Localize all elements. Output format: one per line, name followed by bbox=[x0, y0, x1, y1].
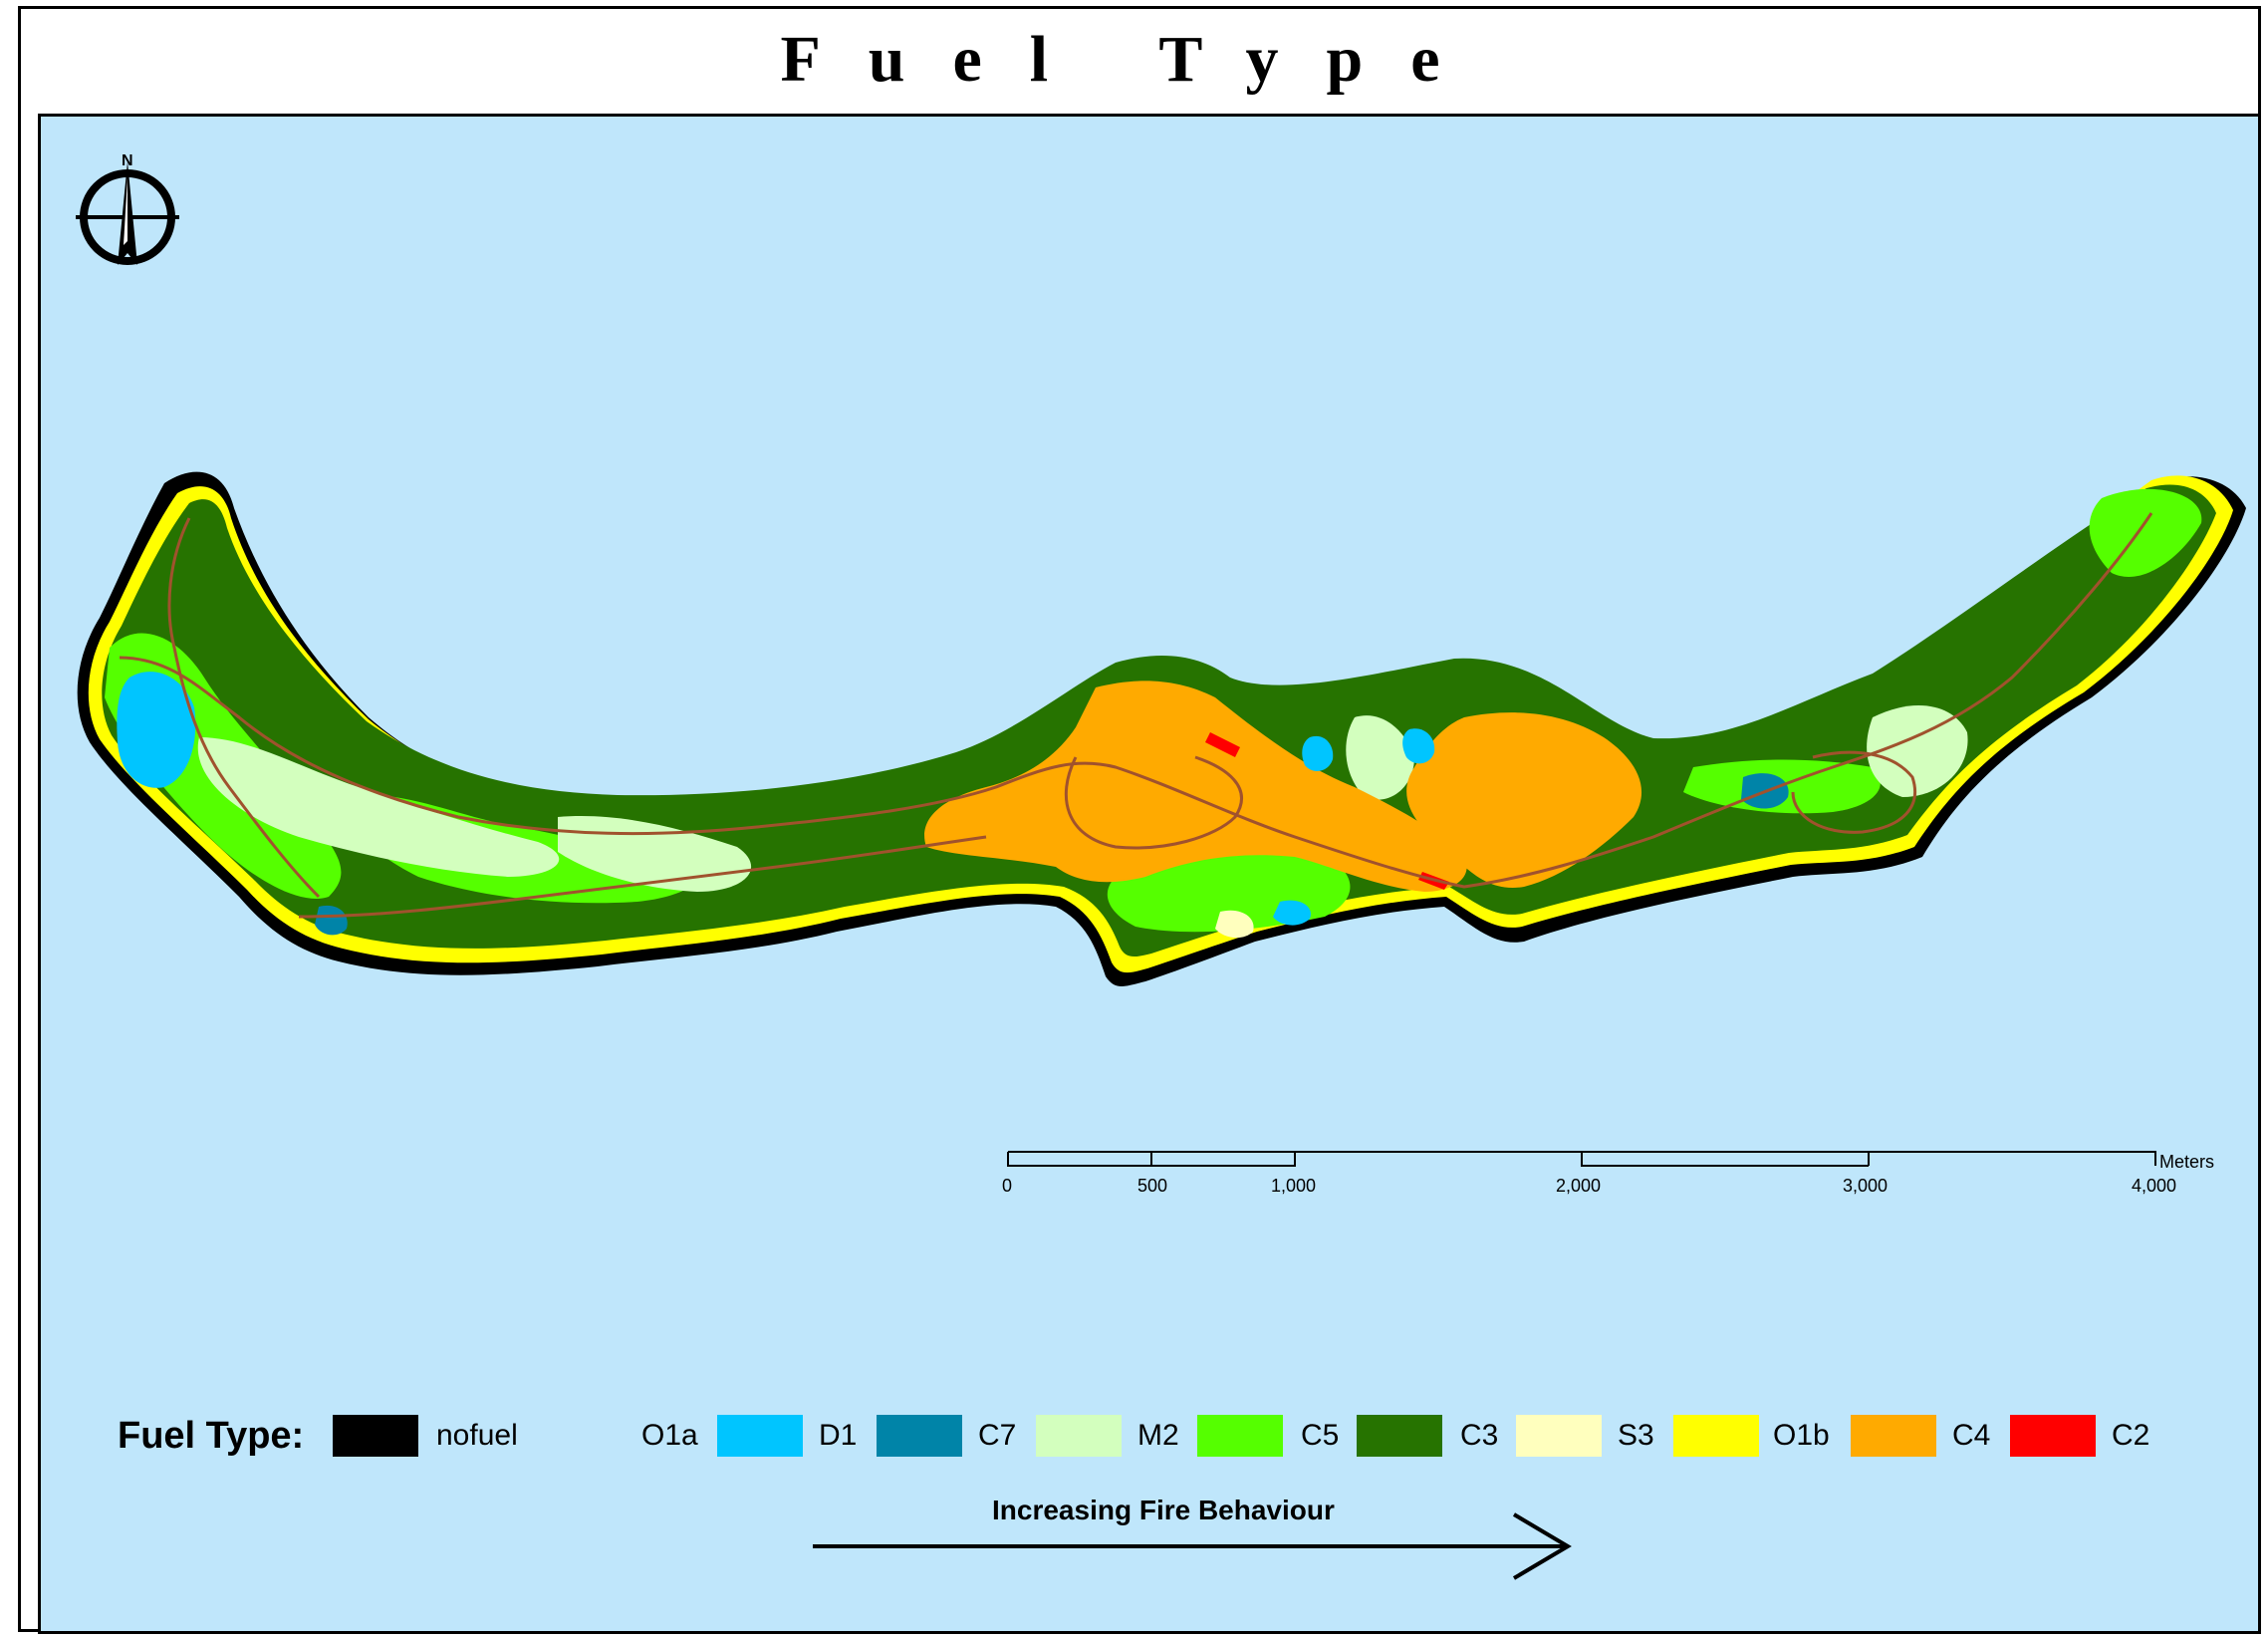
legend-swatch-c7 bbox=[1036, 1415, 1122, 1457]
pond-o1a-2 bbox=[1402, 728, 1435, 764]
road-west-loop bbox=[167, 517, 321, 899]
patch-c2-north bbox=[1205, 732, 1240, 757]
scale-tick-500: 500 bbox=[1137, 1176, 1168, 1196]
patch-m2-north bbox=[1346, 715, 1414, 800]
legend-swatch-c3 bbox=[1516, 1415, 1602, 1457]
scale-tick-3000: 3,000 bbox=[1843, 1176, 1889, 1196]
legend-label-o1a: O1a bbox=[641, 1419, 698, 1452]
fire-behaviour-label: Increasing Fire Behaviour bbox=[992, 1495, 1335, 1525]
patch-d1-west bbox=[315, 905, 348, 936]
legend-swatch-c4 bbox=[2010, 1415, 2096, 1457]
legend-label-c4: C4 bbox=[1952, 1419, 1991, 1452]
patch-orange-center bbox=[924, 681, 1467, 892]
road-center-loop bbox=[1064, 755, 1243, 850]
patch-c5-east bbox=[2089, 488, 2202, 577]
legend-title: Fuel Type: bbox=[118, 1415, 305, 1457]
legend-swatch-o1a bbox=[717, 1415, 803, 1457]
pond-o1a-west bbox=[117, 672, 196, 788]
patch-m2-mid bbox=[558, 816, 752, 892]
legend-swatch-nofuel bbox=[333, 1415, 418, 1457]
legend-swatch-m2 bbox=[1197, 1415, 1283, 1457]
legend-swatch-s3 bbox=[1673, 1415, 1759, 1457]
legend-label-s3: S3 bbox=[1618, 1419, 1654, 1452]
scale-tick-4000: 4,000 bbox=[2132, 1176, 2177, 1196]
scale-tick-0: 0 bbox=[1002, 1176, 1013, 1196]
road-main bbox=[119, 512, 2153, 889]
legend-label-c5: C5 bbox=[1301, 1419, 1340, 1452]
fire-behaviour-arrow-icon bbox=[813, 1512, 1572, 1580]
legend-label-d1: D1 bbox=[819, 1419, 858, 1452]
legend-label-m2: M2 bbox=[1137, 1419, 1179, 1452]
scale-bar bbox=[1007, 1151, 1900, 1167]
legend-swatch-d1 bbox=[877, 1415, 962, 1457]
scale-unit: Meters bbox=[2159, 1152, 2215, 1172]
pond-o1a-1 bbox=[1302, 735, 1334, 771]
legend-label-c2: C2 bbox=[2112, 1419, 2150, 1452]
north-arrow-icon: N bbox=[76, 152, 179, 265]
pond-o1a-3 bbox=[1273, 900, 1311, 926]
patch-s3-center bbox=[1215, 910, 1254, 939]
map-title: Fuel Type bbox=[780, 23, 1488, 96]
legend-swatch-c5 bbox=[1357, 1415, 1442, 1457]
legend-label-c7: C7 bbox=[978, 1419, 1017, 1452]
scale-bar-right bbox=[1869, 1151, 2156, 1166]
road-east-loop bbox=[1791, 750, 1917, 834]
legend-label-c3: C3 bbox=[1460, 1419, 1499, 1452]
scale-tick-1000: 1,000 bbox=[1271, 1176, 1317, 1196]
patch-m2-west bbox=[197, 737, 560, 877]
legend-swatch-o1b bbox=[1851, 1415, 1936, 1457]
north-label: N bbox=[122, 152, 133, 169]
patch-m2-east bbox=[1867, 705, 1968, 797]
patch-orange-east bbox=[1406, 712, 1642, 888]
scale-tick-2000: 2,000 bbox=[1556, 1176, 1602, 1196]
legend-label-nofuel: nofuel bbox=[436, 1419, 518, 1452]
legend-label-o1b: O1b bbox=[1773, 1419, 1830, 1452]
road-south bbox=[298, 835, 987, 919]
